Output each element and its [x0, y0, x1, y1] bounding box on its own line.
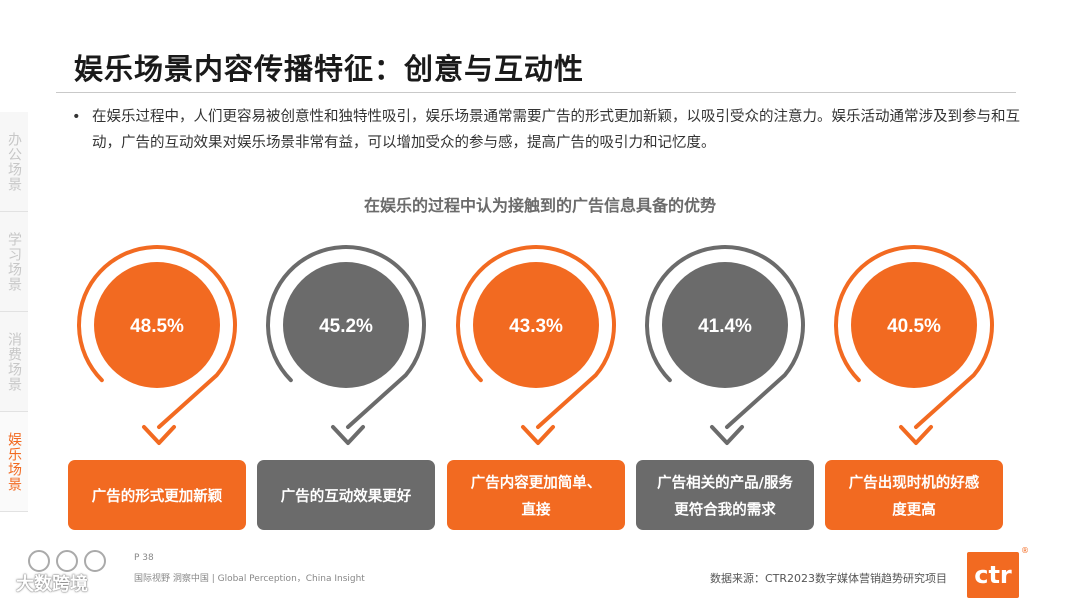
footer-tagline: 国际视野 洞察中国 | Global Perception，China Insi… [134, 574, 365, 584]
ring-arc [834, 245, 994, 429]
ctr-logo: ctr [967, 552, 1019, 598]
side-tab-consumption[interactable]: 消费场景 [0, 312, 28, 412]
ring-arc [266, 245, 426, 429]
value-circle [283, 262, 409, 388]
category-label: 广告相关的产品/服务 [657, 474, 793, 492]
side-tab-study[interactable]: 学习场景 [0, 212, 28, 312]
category-box [68, 460, 246, 530]
ring-arc [456, 245, 616, 429]
value-label: 48.5% [130, 316, 184, 337]
category-label: 直接 [522, 501, 551, 519]
value-circle [473, 262, 599, 388]
category-box [257, 460, 435, 530]
title-divider [56, 92, 1016, 93]
value-label: 40.5% [887, 316, 941, 337]
bullet-dot: • [72, 109, 81, 125]
chart-title: 在娱乐的过程中认为接触到的广告信息具备的优势 [363, 196, 716, 215]
category-label: 广告内容更加简单、 [471, 474, 602, 492]
arrow-down-icon [521, 425, 555, 445]
arrow-down-icon [710, 425, 744, 445]
category-label: 广告出现时机的好感 [849, 474, 980, 492]
bullet-paragraph: • 在娱乐过程中，人们更容易被创意性和独特性吸引，娱乐场景通常需要广告的形式更加… [72, 104, 1022, 156]
value-circle [94, 262, 220, 388]
category-label: 度更高 [892, 501, 936, 519]
category-box [825, 460, 1003, 530]
ring-arc [645, 245, 805, 429]
page-title: 娱乐场景内容传播特征：创意与互动性 [74, 52, 585, 86]
category-box [636, 460, 814, 530]
arrow-down-icon [142, 425, 176, 445]
value-label: 43.3% [509, 316, 563, 337]
data-source: 数据来源：CTR2023数字媒体营销趋势研究项目 [710, 572, 948, 585]
value-circle [851, 262, 977, 388]
category-label: 广告的形式更加新颖 [92, 487, 223, 505]
category-label: 更符合我的需求 [674, 501, 776, 519]
side-tab-office[interactable]: 办公场景 [0, 112, 28, 212]
arrow-down-icon [331, 425, 365, 445]
watermark-circle-icon [28, 550, 50, 572]
category-label: 广告的互动效果更好 [281, 487, 412, 505]
registered-mark: ® [1021, 546, 1029, 555]
watermark-circle-icon [84, 550, 106, 572]
ring-arc [77, 245, 237, 429]
watermark-circle-icon [56, 550, 78, 572]
page-number: P 38 [134, 553, 154, 563]
side-tabs: 办公场景 学习场景 消费场景 娱乐场景 [0, 112, 28, 512]
category-box [447, 460, 625, 530]
value-circle [662, 262, 788, 388]
watermark-circles [28, 550, 106, 572]
value-label: 41.4% [698, 316, 752, 337]
side-tab-entertainment[interactable]: 娱乐场景 [0, 412, 28, 512]
arrow-down-icon [899, 425, 933, 445]
watermark-text: 大数跨境 [16, 574, 88, 595]
bullet-text: 在娱乐过程中，人们更容易被创意性和独特性吸引，娱乐场景通常需要广告的形式更加新颖… [92, 109, 1020, 151]
value-label: 45.2% [319, 316, 373, 337]
